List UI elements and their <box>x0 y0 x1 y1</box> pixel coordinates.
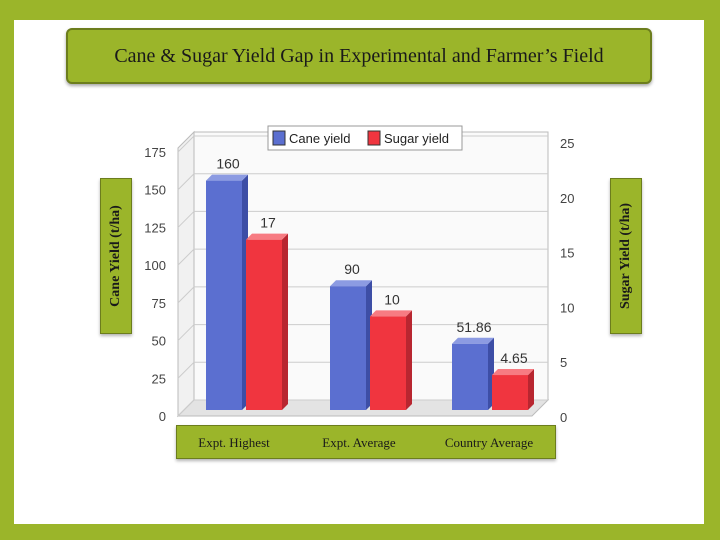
right-tick-label: 5 <box>560 355 567 370</box>
left-tick-label: 25 <box>152 371 166 386</box>
right-tick-label: 10 <box>560 300 574 315</box>
gridline <box>177 248 195 266</box>
category-label: Expt. Highest <box>198 435 270 450</box>
cane-bar-top <box>330 280 372 287</box>
sugar-bar <box>492 375 528 410</box>
left-tick-label: 75 <box>152 296 166 311</box>
category-label-box: Expt. Highest Expt. Average Country Aver… <box>176 425 556 459</box>
sugar-bar <box>370 316 406 410</box>
title-banner: Cane & Sugar Yield Gap in Experimental a… <box>66 28 652 84</box>
sugar-bar-side <box>406 310 412 410</box>
cane-bar-top <box>206 174 248 181</box>
left-axis-label: Cane Yield (t/ha) <box>108 205 123 307</box>
sugar-bar-side <box>528 369 534 410</box>
left-tick-label: 150 <box>144 183 166 198</box>
cane-bar <box>452 343 488 410</box>
sugar-data-label: 10 <box>384 291 400 307</box>
sugar-bar <box>246 239 282 410</box>
gridline <box>177 286 195 304</box>
right-tick-label: 0 <box>560 410 567 425</box>
left-tick-label: 125 <box>144 220 166 235</box>
chart-title: Cane & Sugar Yield Gap in Experimental a… <box>114 45 604 67</box>
cane-data-label: 90 <box>344 261 360 277</box>
cane-data-label: 160 <box>216 156 240 172</box>
legend-label-sugar: Sugar yield <box>384 131 449 146</box>
left-tick-label: 100 <box>144 258 166 273</box>
sugar-data-label: 17 <box>260 215 276 231</box>
cane-data-label: 51.86 <box>456 319 491 335</box>
left-tick-label: 0 <box>159 409 166 424</box>
left-axis-label-box: Cane Yield (t/ha) <box>100 178 132 334</box>
cane-bar <box>206 180 242 410</box>
gridline <box>177 211 195 228</box>
side-wall <box>177 130 195 418</box>
right-tick-label: 20 <box>560 191 574 206</box>
category-label: Expt. Average <box>322 435 396 450</box>
sugar-bar-top <box>370 310 412 317</box>
cane-bar <box>330 286 366 410</box>
right-axis-label: Sugar Yield (t/ha) <box>618 202 633 310</box>
legend-swatch-cane <box>272 130 286 146</box>
sugar-bar-top <box>246 233 288 240</box>
right-tick-label: 15 <box>560 246 574 261</box>
gridline <box>177 135 195 153</box>
gridline <box>177 399 195 417</box>
gridline <box>177 361 195 379</box>
legend-label-cane: Cane yield <box>289 131 350 146</box>
sugar-bar-side <box>282 233 288 410</box>
cane-bar-top <box>452 337 494 344</box>
left-tick-label: 50 <box>152 334 166 349</box>
sugar-data-label: 4.65 <box>500 350 527 366</box>
category-label: Country Average <box>444 435 534 450</box>
right-axis-label-box: Sugar Yield (t/ha) <box>610 178 642 334</box>
gridline <box>177 324 195 341</box>
left-tick-label: 175 <box>144 145 166 160</box>
right-tick-label: 25 <box>560 136 574 151</box>
sugar-bar-top <box>492 369 534 376</box>
legend-swatch-sugar <box>367 130 381 146</box>
gridline <box>177 173 195 191</box>
legend <box>267 125 463 151</box>
